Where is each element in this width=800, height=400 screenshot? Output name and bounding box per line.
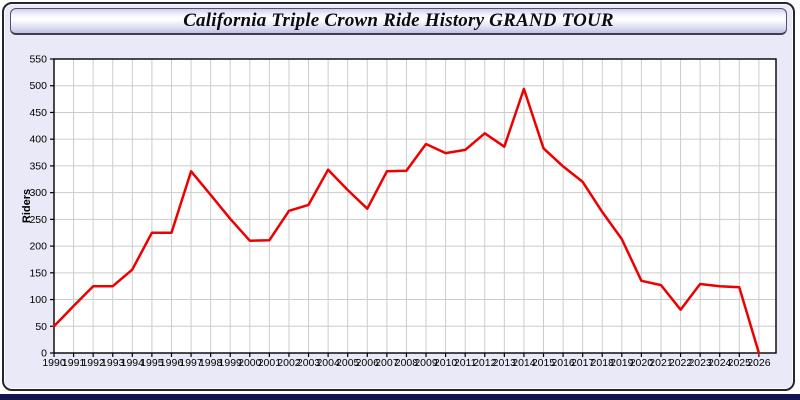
title-bar: California Triple Crown Ride History GRA… <box>10 8 787 35</box>
background-window-edge <box>0 394 800 400</box>
app-window: California Triple Crown Ride History GRA… <box>2 2 795 391</box>
chart-title: California Triple Crown Ride History GRA… <box>183 10 614 31</box>
